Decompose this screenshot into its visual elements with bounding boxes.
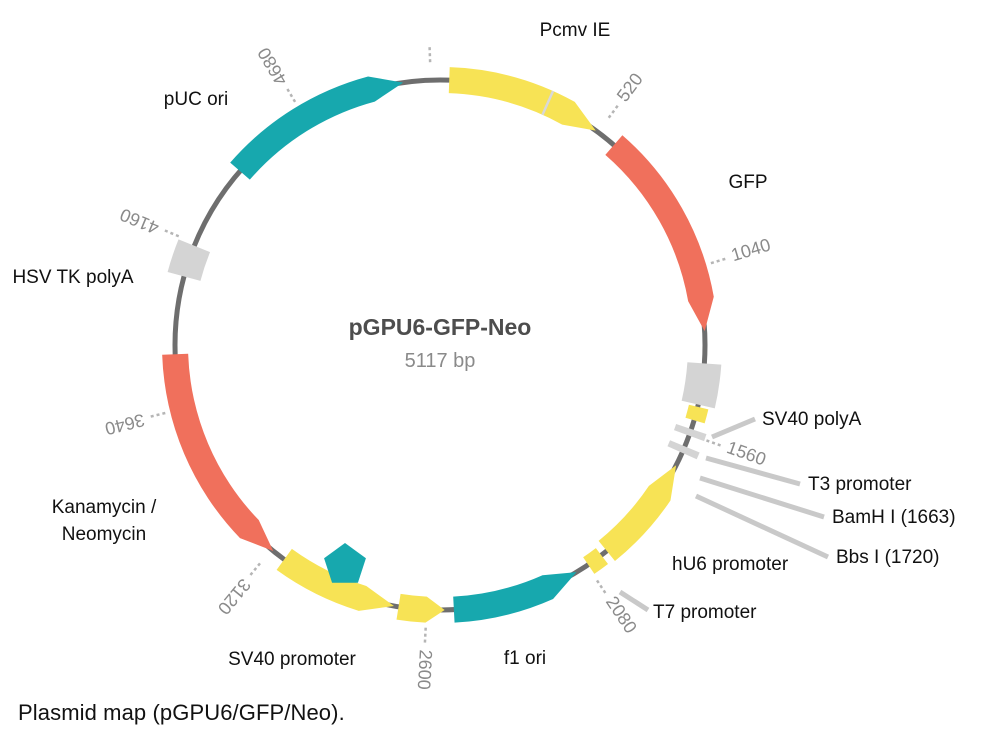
feature-arcs bbox=[162, 67, 722, 623]
decorations bbox=[324, 543, 366, 583]
leader-line-t7-promoter bbox=[618, 589, 650, 613]
feature-label-t3-promoter: T3 promoter bbox=[808, 474, 912, 495]
feature-label-t7-promoter: T7 promoter bbox=[653, 602, 757, 623]
tick-mark-520 bbox=[607, 104, 620, 119]
plasmid-size: 5117 bp bbox=[405, 350, 476, 372]
feature-label-sv40-promoter: SV40 promoter bbox=[228, 649, 356, 670]
feature-arc-hsv-tk-polya[interactable] bbox=[167, 239, 211, 281]
feature-arc-puc-ori[interactable] bbox=[230, 76, 404, 180]
tick-mark-3120 bbox=[248, 562, 261, 577]
feature-arc-t3-promoter[interactable] bbox=[685, 404, 709, 424]
teal-pentagon-marker[interactable] bbox=[324, 543, 366, 583]
tick-mark-1040 bbox=[710, 257, 727, 265]
plasmid-center-title: pGPU6-GFP-Neo 5117 bp bbox=[349, 314, 532, 372]
tick-label-520: 520 bbox=[613, 69, 647, 105]
tick-mark-1560 bbox=[706, 439, 722, 447]
feature-label-pcmv-ie: Pcmv IE bbox=[540, 20, 611, 41]
tick-mark-4160 bbox=[163, 228, 180, 238]
feature-arc-pcmv-ie[interactable] bbox=[448, 67, 596, 131]
feature-arc-feature-9[interactable] bbox=[396, 593, 445, 623]
leader-line-sv40-polya bbox=[711, 416, 756, 440]
tick-label-4680: 4680 bbox=[254, 44, 292, 89]
tick-mark-3640 bbox=[149, 411, 166, 419]
feature-arc-bbs-i-1720[interactable] bbox=[667, 440, 700, 460]
leader-lines bbox=[618, 416, 830, 613]
tick-mark-2080 bbox=[595, 579, 607, 595]
feature-label-hu6-promoter: hU6 promoter bbox=[672, 554, 789, 575]
feature-label-kanamycin-neomycin: Kanamycin / Neomycin bbox=[52, 497, 157, 545]
feature-split-divider bbox=[541, 90, 555, 116]
tick-mark-origin bbox=[428, 46, 432, 63]
tick-label-1040: 1040 bbox=[729, 235, 773, 266]
tick-label-3640: 3640 bbox=[103, 410, 147, 439]
tick-label-2600: 2600 bbox=[414, 649, 436, 690]
feature-arc-t7-promoter[interactable] bbox=[583, 548, 609, 574]
leader-line-bbs-i-1720 bbox=[694, 493, 830, 560]
feature-arc-sv40-polya[interactable] bbox=[681, 362, 722, 409]
tick-mark-2600 bbox=[423, 627, 427, 644]
feature-arc-kanamycin-neomycin[interactable] bbox=[162, 353, 274, 551]
leader-line-bamh-i-1663 bbox=[699, 475, 825, 520]
plasmid-name: pGPU6-GFP-Neo bbox=[349, 314, 532, 340]
feature-label-puc-ori: pUC ori bbox=[164, 89, 228, 110]
tick-mark-4680 bbox=[285, 87, 297, 103]
feature-labels: Pcmv IE GFP SV40 polyA T3 promoter BamH I (1… bbox=[12, 20, 955, 670]
feature-label-sv40-polya: SV40 polyA bbox=[762, 409, 862, 430]
feature-arc-f1-ori[interactable] bbox=[453, 572, 577, 623]
leader-line-t3-promoter bbox=[705, 455, 801, 487]
feature-label-gfp: GFP bbox=[728, 172, 767, 193]
tick-label-3120: 3120 bbox=[214, 575, 255, 619]
feature-label-hsv-tk-polya: HSV TK polyA bbox=[12, 267, 133, 288]
feature-label-bamh-i-1663: BamH I (1663) bbox=[832, 507, 956, 528]
feature-label-f1-ori: f1 ori bbox=[504, 648, 546, 669]
feature-arc-gfp[interactable] bbox=[605, 135, 714, 332]
feature-label-bbs-i-1720: Bbs I (1720) bbox=[836, 547, 940, 568]
feature-arc-hu6-promoter[interactable] bbox=[598, 465, 677, 562]
figure-caption: Plasmid map (pGPU6/GFP/Neo). bbox=[18, 700, 345, 725]
feature-arc-bamh-i-1663[interactable] bbox=[673, 424, 707, 442]
tick-label-4160: 4160 bbox=[117, 204, 162, 238]
